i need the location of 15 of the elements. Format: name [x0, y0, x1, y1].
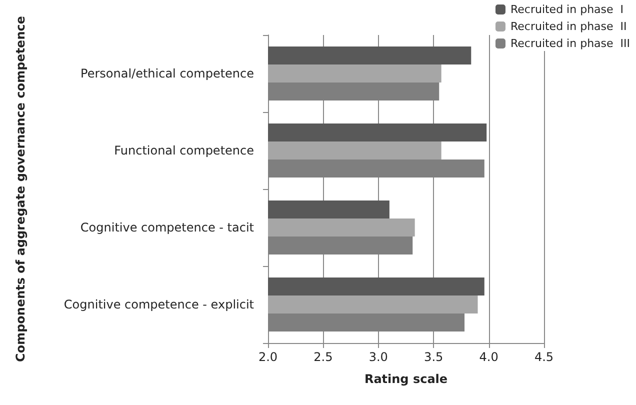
y-tick-label: Personal/ethical competence	[80, 66, 254, 80]
legend-label: Recruited in phase I	[510, 3, 624, 16]
y-tick-label: Functional competence	[114, 144, 254, 158]
y-tick-label: Cognitive competence - explicit	[64, 298, 254, 312]
x-tick-label: 4.5	[534, 350, 554, 364]
x-tick-label: 3.5	[424, 350, 444, 364]
x-tick-label: 4.0	[479, 350, 498, 364]
legend-label: Recruited in phase III	[510, 37, 630, 50]
legend-label: Recruited in phase II	[510, 20, 627, 33]
y-tick-label: Cognitive competence - tacit	[80, 220, 254, 234]
x-tick-label: 2.5	[314, 350, 333, 364]
x-tick-label: 2.0	[258, 350, 278, 364]
x-axis-title: Rating scale	[364, 372, 448, 386]
x-tick-label: 3.0	[368, 350, 388, 364]
y-axis-title: Components of aggregate governance competence	[14, 16, 28, 362]
